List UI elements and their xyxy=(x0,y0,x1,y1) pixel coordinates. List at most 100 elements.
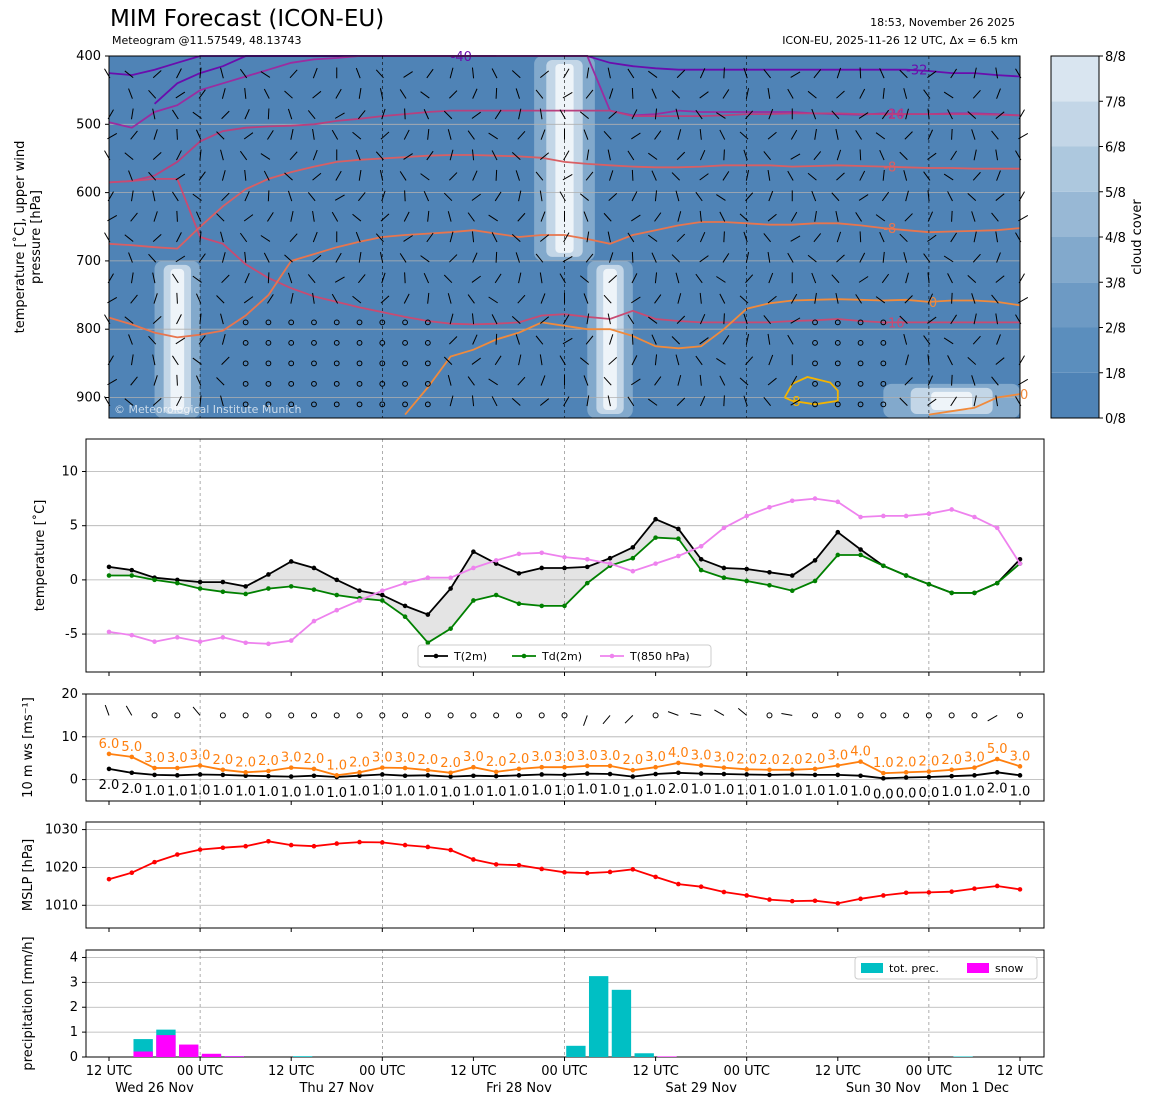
colorbar-tick-label: 4/8 xyxy=(1105,231,1126,246)
wind-barb xyxy=(447,211,452,222)
wind-barb xyxy=(699,68,706,79)
wind-barb xyxy=(243,214,254,222)
wind-barb xyxy=(176,292,178,304)
calm-marker xyxy=(242,339,249,346)
wind-barb xyxy=(427,128,430,140)
wind-barb xyxy=(723,313,725,325)
wind-barb xyxy=(312,231,318,243)
wind-barb xyxy=(267,130,274,140)
wind-barb xyxy=(172,355,179,366)
mslp-point xyxy=(402,842,408,848)
ws-value-label: 1.0 xyxy=(554,784,575,799)
wind-barb xyxy=(148,335,157,345)
wind-barb xyxy=(651,334,657,345)
wind-barb xyxy=(716,194,726,201)
ws-point xyxy=(402,773,408,779)
wind-barb xyxy=(950,68,957,79)
precip-bar xyxy=(566,1045,586,1057)
wind-barb xyxy=(423,191,430,202)
colorbar-tick-label: 2/8 xyxy=(1105,322,1126,337)
mslp-point xyxy=(448,847,453,853)
wind-barb xyxy=(152,315,162,324)
mslp-point xyxy=(903,890,909,896)
wind-barb xyxy=(355,67,361,79)
wind-barb xyxy=(583,129,589,140)
wind-barb xyxy=(289,69,298,79)
calm-marker xyxy=(356,712,363,719)
wind-barb xyxy=(239,68,248,79)
gust-value-label: 3.0 xyxy=(645,750,666,765)
ws-point xyxy=(311,773,317,779)
t850-point xyxy=(607,561,613,566)
wind-barb xyxy=(471,193,481,201)
x-tick-label: 12 UTC xyxy=(86,1064,132,1079)
wind-barb xyxy=(813,69,822,79)
wind-barb xyxy=(609,334,614,345)
wind-barb xyxy=(903,88,908,99)
wind-barb xyxy=(699,374,702,386)
isotherm-label: -32 xyxy=(906,64,927,79)
gust-value-label: 4.0 xyxy=(668,746,689,761)
legend-label: tot. prec. xyxy=(889,962,939,975)
wind-barb xyxy=(835,129,839,140)
wind-barb xyxy=(648,398,658,406)
gust-value-label: 3.0 xyxy=(372,751,393,766)
t850-point xyxy=(994,525,1000,531)
calm-marker xyxy=(812,380,818,387)
t2m-point xyxy=(425,612,431,617)
wind-barb xyxy=(312,67,318,79)
ws-point xyxy=(493,773,499,779)
t850-point xyxy=(357,598,362,603)
cloud-gap-inner xyxy=(931,391,973,410)
t850-point xyxy=(858,514,863,520)
calm-marker xyxy=(288,360,295,367)
wind-barb xyxy=(790,399,801,406)
ws-value-label: 1.0 xyxy=(395,785,416,800)
wind-barb xyxy=(355,149,361,161)
t850-point xyxy=(106,629,112,635)
snow-bar xyxy=(156,1035,176,1057)
watermark: © Meteorological Institute Munich xyxy=(114,403,301,416)
ws-value-label: 1.0 xyxy=(144,784,165,799)
calm-marker xyxy=(265,712,272,719)
ws-point xyxy=(812,772,818,778)
wind-barb xyxy=(904,295,913,304)
wind-barb xyxy=(967,193,977,202)
t850-point xyxy=(471,565,476,571)
wind-barb xyxy=(881,109,890,120)
wind-barb xyxy=(148,253,157,263)
mslp-point xyxy=(607,869,613,875)
ws-point xyxy=(653,771,658,777)
ws-point xyxy=(949,773,954,779)
wind-barb xyxy=(331,211,339,222)
t850-point xyxy=(243,640,248,646)
wind-barb xyxy=(471,313,475,325)
calm-marker xyxy=(311,319,317,326)
wind-barb xyxy=(239,150,248,161)
x-tick-label: 12 UTC xyxy=(997,1064,1043,1079)
gust-point xyxy=(812,766,818,772)
wind-barb xyxy=(675,272,680,284)
t2m-point xyxy=(106,564,112,570)
wind-barb xyxy=(719,293,726,304)
ws-point xyxy=(197,772,203,777)
gust-value-label: 2.0 xyxy=(486,755,507,770)
wind-barb xyxy=(855,130,862,140)
wind-barb xyxy=(631,355,638,366)
wind-barb xyxy=(540,316,550,324)
td2m-point xyxy=(584,580,590,586)
location-subtitle: Meteogram @11.57549, 48.13743 xyxy=(112,34,302,47)
calm-marker xyxy=(333,339,340,346)
wind-barb xyxy=(404,108,406,120)
colorbar-segment xyxy=(1051,56,1099,102)
wind-barb xyxy=(130,376,138,386)
wind-barb xyxy=(198,89,206,99)
wind-barb xyxy=(443,274,453,284)
y-tick-label: 0 xyxy=(70,1050,78,1065)
wind-barb xyxy=(723,67,725,79)
wind-barb xyxy=(987,714,998,722)
t850-point xyxy=(789,498,795,504)
wind-barb xyxy=(767,213,777,222)
gust-point xyxy=(129,754,135,760)
wind-barb xyxy=(539,354,543,366)
